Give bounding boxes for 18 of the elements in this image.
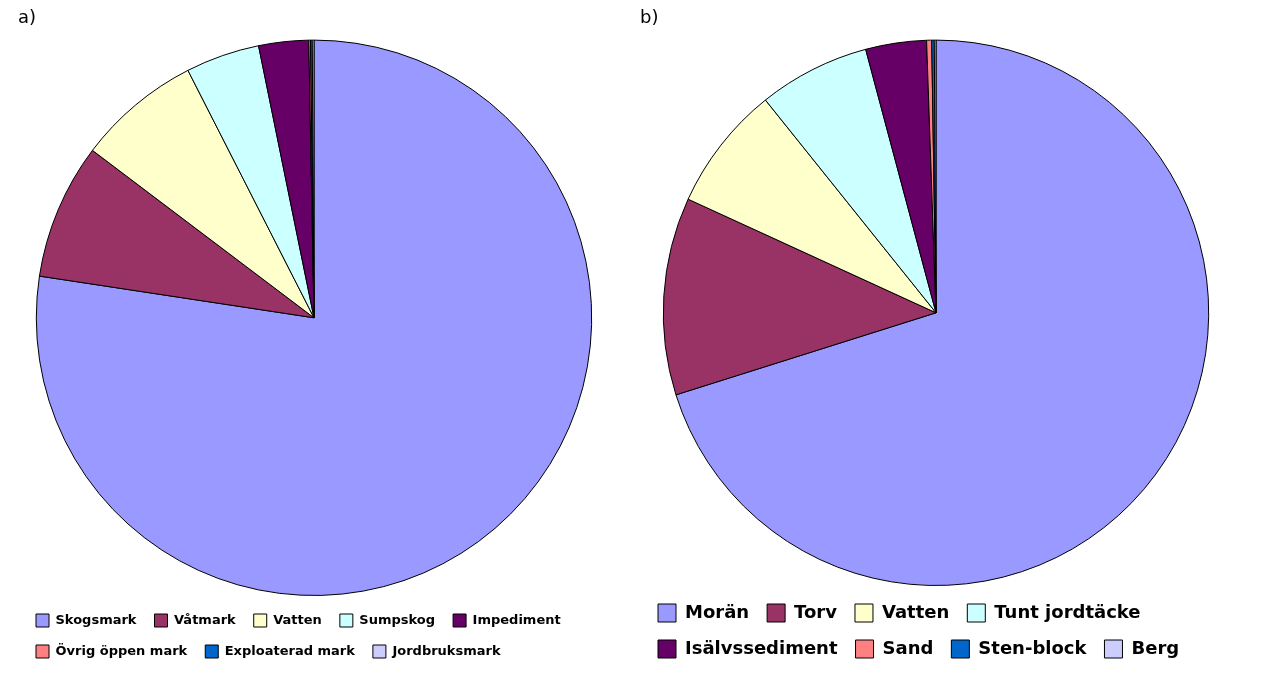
legend-label: Vatten xyxy=(273,611,322,627)
legend-label: Tunt jordtäcke xyxy=(994,600,1141,622)
legend-label: Berg xyxy=(1131,636,1180,658)
chart-title: a) xyxy=(18,6,37,28)
chart-title: b) xyxy=(640,6,659,28)
legend-label: Exploaterad mark xyxy=(224,642,356,658)
legend-label: Sten-block xyxy=(978,636,1088,658)
legend-label: Impediment xyxy=(472,611,561,627)
legend-label: Morän xyxy=(685,600,750,622)
legend-label: Sand xyxy=(882,636,934,658)
legend-label: Våtmark xyxy=(174,611,237,627)
legend-label: Skogsmark xyxy=(55,611,137,627)
legend-label: Sumpskog xyxy=(359,611,436,627)
legend-label: Torv xyxy=(794,600,838,622)
legend-label: Vatten xyxy=(881,600,950,622)
legend-label: Isälvssediment xyxy=(685,636,838,658)
legend-label: Jordbruksmark xyxy=(391,642,501,658)
legend-label: Övrig öppen mark xyxy=(55,642,188,658)
